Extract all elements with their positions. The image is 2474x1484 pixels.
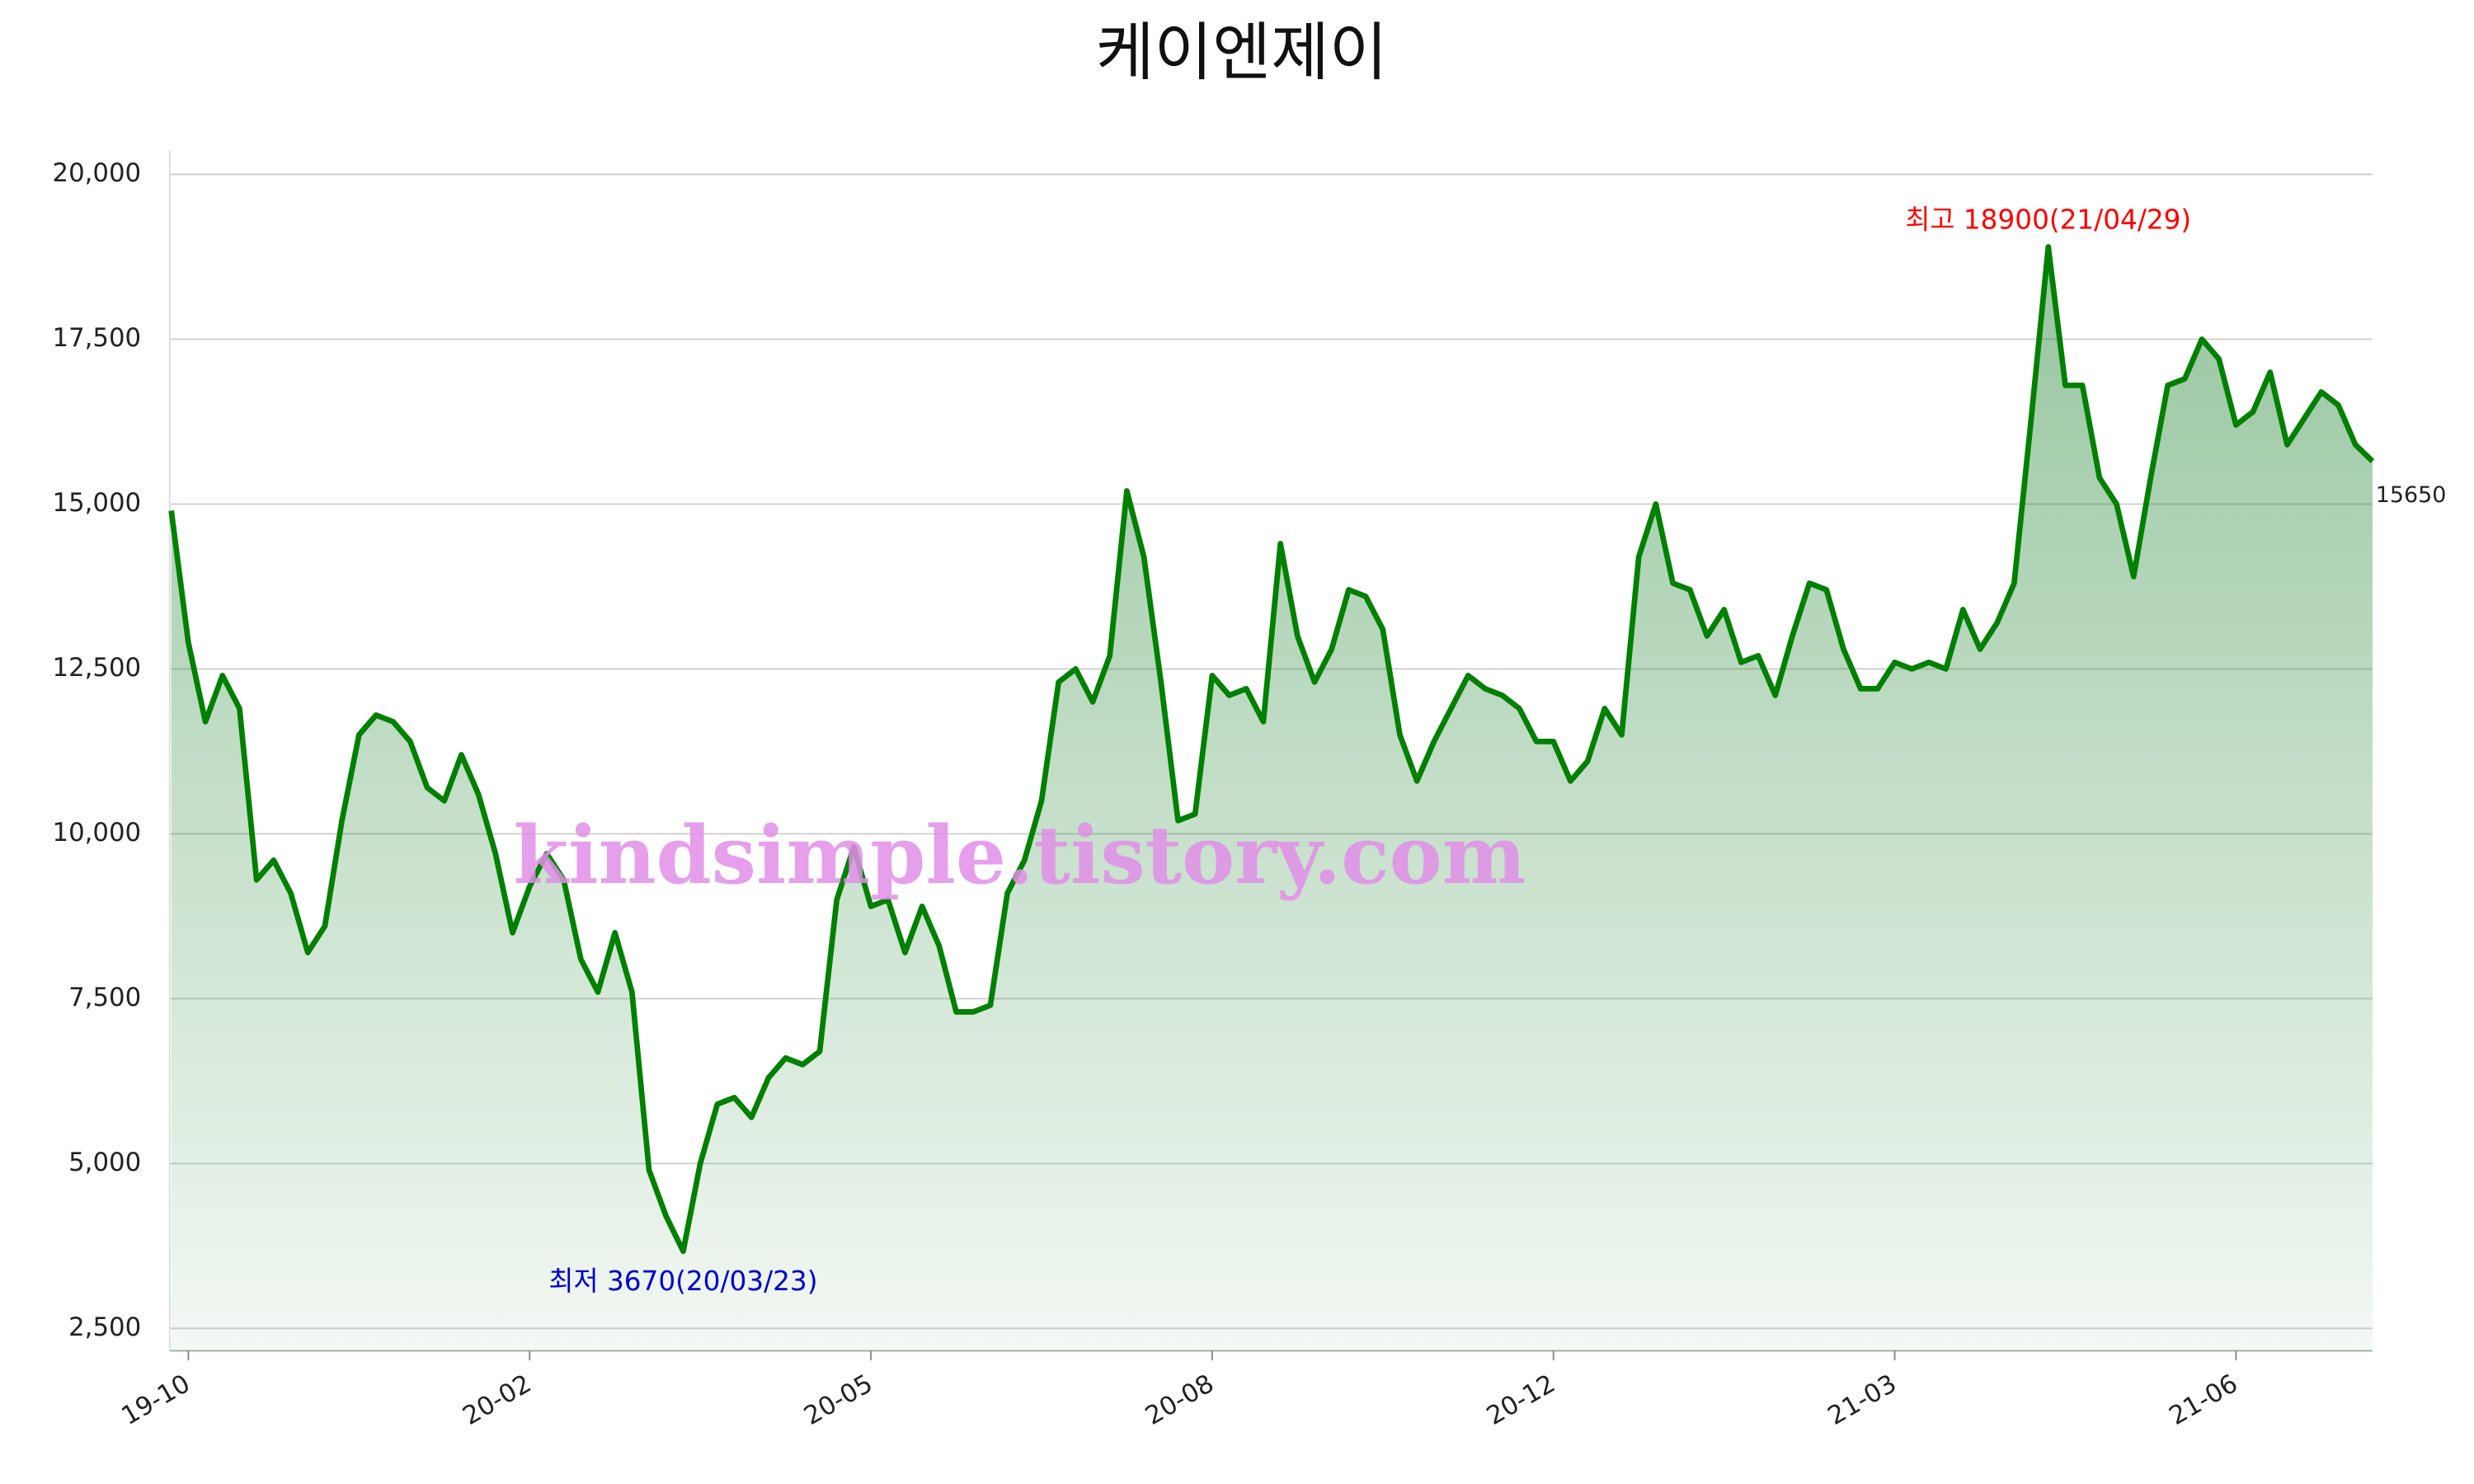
watermark: kindsimple.tistory.com	[514, 809, 1526, 902]
y-tick-label: 12,500	[53, 653, 142, 683]
x-tick-label: 21-06	[2164, 1369, 2242, 1431]
y-tick-label: 7,500	[68, 983, 141, 1012]
y-tick-label: 17,500	[53, 323, 142, 353]
line	[168, 244, 2375, 1255]
y-tick-label: 20,000	[53, 158, 142, 188]
area	[171, 247, 2373, 1351]
chart-title: 케이엔제이	[1096, 16, 1388, 90]
x-tick-label: 19-10	[116, 1369, 195, 1431]
x-tick-label: 20-12	[1482, 1369, 1560, 1431]
annotation: 최고 18900(21/04/29)	[1905, 204, 2191, 236]
x-tick-label: 20-08	[1141, 1369, 1219, 1431]
x-tick-label: 20-05	[799, 1369, 877, 1431]
annotation: 최저 3670(20/03/23)	[548, 1266, 817, 1297]
y-tick-label: 15,000	[53, 488, 142, 518]
annotation: 15650	[2376, 482, 2447, 508]
y-tick-label: 2,500	[68, 1313, 141, 1342]
y-tick-label: 5,000	[68, 1148, 141, 1177]
y-tick-label: 10,000	[53, 818, 142, 848]
x-tick-label: 20-02	[458, 1369, 536, 1431]
x-tick-label: 21-03	[1823, 1369, 1901, 1431]
